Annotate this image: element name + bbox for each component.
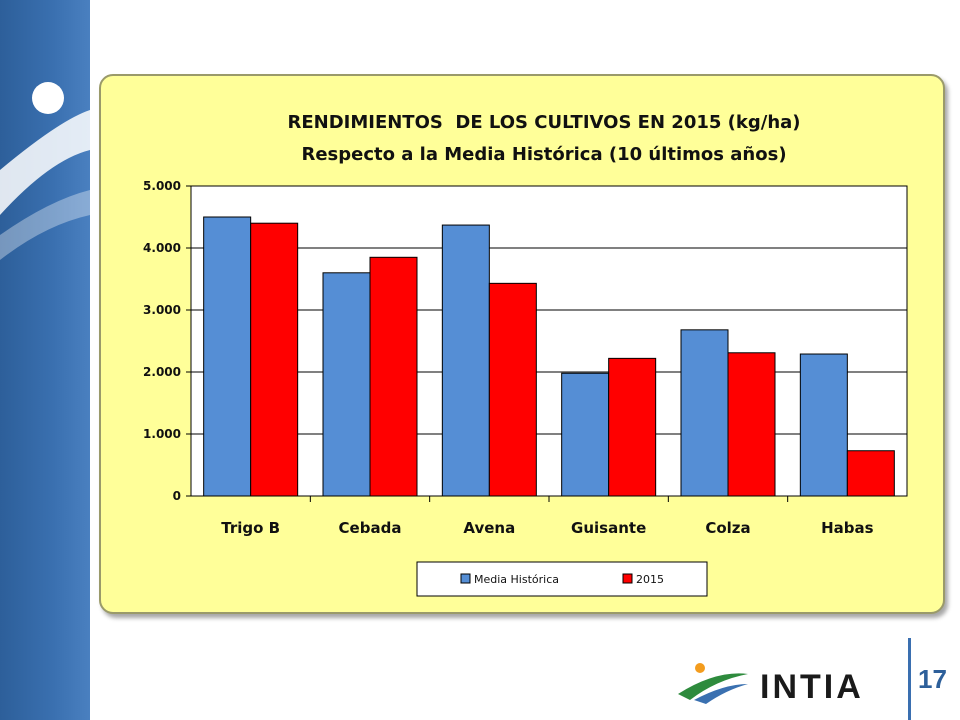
x-tick-label: Avena bbox=[463, 519, 515, 537]
bar-avena-2015 bbox=[488, 282, 537, 497]
y-tick-label: 4.000 bbox=[143, 241, 181, 255]
chart-subtitle: Respecto a la Media Histórica (10 último… bbox=[301, 144, 786, 165]
decor-dot bbox=[32, 82, 64, 114]
x-tick-label: Habas bbox=[821, 519, 874, 537]
bar-trigo-b-media-histórica bbox=[203, 216, 252, 497]
y-tick-label: 3.000 bbox=[143, 303, 181, 317]
slide-number: 17 bbox=[918, 664, 947, 694]
logo-text: INTIA bbox=[760, 668, 864, 706]
bar-cebada-media-histórica bbox=[322, 272, 371, 497]
bar-habas-media-histórica bbox=[799, 353, 848, 497]
decor-swoosh bbox=[0, 110, 90, 215]
intia-logo: INTIA bbox=[676, 660, 886, 706]
legend-swatch bbox=[622, 573, 633, 584]
bar-cebada-2015 bbox=[369, 256, 418, 497]
y-tick-label: 1.000 bbox=[143, 427, 181, 441]
chart: RENDIMIENTOS DE LOS CULTIVOS EN 2015 (kg… bbox=[143, 112, 908, 597]
y-tick-label: 0 bbox=[173, 489, 181, 503]
bar-habas-2015 bbox=[846, 450, 895, 497]
legend-swatch bbox=[460, 573, 471, 584]
left-decor-graphic bbox=[0, 82, 90, 260]
plot-background bbox=[190, 185, 908, 497]
bar-avena-media-histórica bbox=[441, 224, 490, 497]
bar-colza-media-histórica bbox=[680, 329, 729, 497]
chart-panel: RENDIMIENTOS DE LOS CULTIVOS EN 2015 (kg… bbox=[99, 74, 945, 614]
left-decor-bar bbox=[0, 0, 90, 720]
y-tick-label: 2.000 bbox=[143, 365, 181, 379]
bar-colza-2015 bbox=[727, 352, 776, 497]
logo-green-swoosh bbox=[678, 673, 748, 700]
logo-blue-swoosh bbox=[694, 684, 748, 704]
logo-orange-dot bbox=[695, 663, 705, 673]
slide-number-divider bbox=[908, 638, 911, 720]
x-tick-label: Guisante bbox=[571, 519, 646, 537]
plot-frame bbox=[190, 185, 908, 497]
decor-swoosh-faded bbox=[0, 190, 90, 260]
x-tick-label: Trigo B bbox=[221, 519, 280, 537]
legend-label: Media Histórica bbox=[474, 573, 559, 586]
x-tick-label: Cebada bbox=[339, 519, 402, 537]
chart-legend: Media Histórica 2015 bbox=[416, 561, 708, 597]
bar-guisante-media-histórica bbox=[561, 372, 610, 497]
x-tick-label: Colza bbox=[705, 519, 750, 537]
chart-title: RENDIMIENTOS DE LOS CULTIVOS EN 2015 (kg… bbox=[287, 112, 800, 133]
y-tick-label: 5.000 bbox=[143, 179, 181, 193]
plot-area: 0 1.000 2.000 3.000 4.000 5.000 Trigo B Cebada A… bbox=[143, 179, 908, 537]
bar-guisante-2015 bbox=[608, 357, 657, 497]
bar-trigo-b-2015 bbox=[250, 222, 299, 497]
legend-label: 2015 bbox=[636, 573, 664, 586]
intia-logo-icon: INTIA bbox=[678, 663, 864, 706]
